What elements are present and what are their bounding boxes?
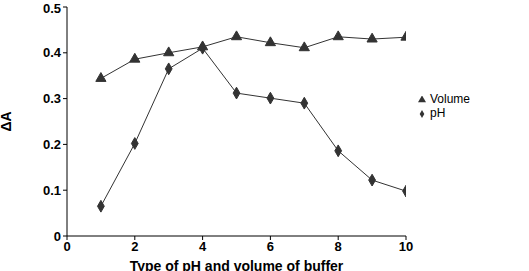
svg-text:ΔA: ΔA xyxy=(8,111,14,131)
svg-text:0.1: 0.1 xyxy=(43,183,61,198)
svg-text:8: 8 xyxy=(335,239,342,254)
svg-text:0.2: 0.2 xyxy=(43,137,61,152)
svg-text:0: 0 xyxy=(63,239,70,254)
svg-text:4: 4 xyxy=(199,239,207,254)
svg-text:0.4: 0.4 xyxy=(43,45,62,60)
svg-text:Type of pH and volume of buffe: Type of pH and volume of buffer xyxy=(130,258,344,271)
html-text:Volume: Volume xyxy=(430,92,470,106)
svg-text:0.5: 0.5 xyxy=(43,1,61,16)
html-text:pH: pH xyxy=(430,106,446,120)
svg-text:0: 0 xyxy=(54,229,61,244)
svg-text:0.3: 0.3 xyxy=(43,91,61,106)
svg-text:6: 6 xyxy=(267,239,274,254)
svg-text:2: 2 xyxy=(131,239,138,254)
svg-text:10: 10 xyxy=(399,239,413,254)
